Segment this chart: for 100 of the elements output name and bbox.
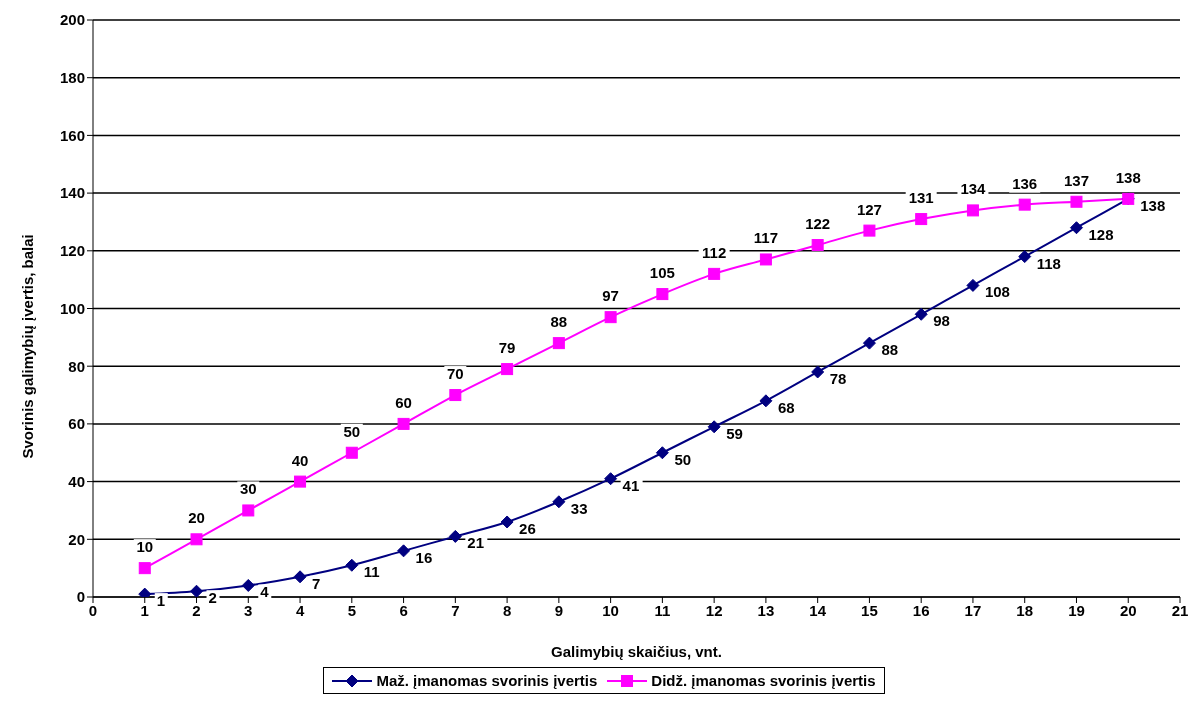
data-label: 128 — [1088, 225, 1114, 243]
point — [759, 253, 772, 266]
y-tick-label: 140 — [59, 184, 85, 202]
data-label: 16 — [415, 548, 433, 566]
x-tick-label: 19 — [1068, 601, 1085, 619]
point — [604, 311, 617, 324]
point — [294, 475, 307, 488]
data-label: 11 — [363, 563, 380, 581]
data-label: 105 — [649, 264, 675, 282]
point — [345, 446, 358, 459]
x-axis-title: Galimybių skaičius, vnt. — [551, 643, 722, 660]
x-tick-label: 13 — [757, 601, 775, 619]
point — [190, 584, 204, 597]
data-label: 78 — [829, 369, 847, 387]
point — [708, 267, 721, 280]
data-label: 131 — [908, 189, 934, 207]
point — [241, 578, 255, 592]
y-tick-label: 180 — [59, 69, 85, 87]
data-label: 137 — [1063, 171, 1089, 189]
data-label: 30 — [239, 480, 257, 498]
x-tick-label: 11 — [654, 601, 671, 619]
x-tick-label: 5 — [347, 601, 356, 619]
x-tick-label: 14 — [809, 601, 827, 619]
legend-label: Didž. įmanomas svorinis įvertis — [651, 672, 876, 689]
point — [656, 288, 669, 301]
point — [759, 394, 773, 408]
point — [1018, 250, 1032, 264]
data-label: 88 — [881, 341, 899, 359]
point — [449, 389, 462, 402]
point — [397, 417, 410, 430]
x-tick-label: 12 — [705, 601, 723, 619]
x-tick-label: 18 — [1016, 601, 1034, 619]
point — [1069, 221, 1083, 235]
point — [914, 307, 928, 321]
legend-label: Maž. įmanomas svorinis įvertis — [376, 672, 598, 689]
x-tick-label: 6 — [399, 601, 408, 619]
data-label: 68 — [777, 398, 795, 416]
data-label: 41 — [622, 476, 640, 494]
x-tick-label: 17 — [964, 601, 982, 619]
x-tick-label: 4 — [295, 601, 305, 619]
point — [190, 533, 203, 546]
x-tick-label: 8 — [502, 601, 512, 619]
point — [345, 558, 359, 572]
point — [604, 472, 618, 486]
data-label: 122 — [805, 215, 831, 233]
y-tick-label: 160 — [59, 126, 85, 144]
point — [501, 363, 514, 376]
y-tick-label: 80 — [68, 357, 85, 375]
y-tick-label: 60 — [68, 415, 85, 433]
data-label: 88 — [550, 313, 568, 331]
x-tick-label: 10 — [602, 601, 619, 619]
y-tick-label: 200 — [59, 11, 85, 29]
x-tick-label: 20 — [1119, 601, 1137, 619]
data-label: 7 — [312, 574, 321, 592]
y-tick-label: 0 — [76, 588, 85, 606]
point — [293, 570, 307, 584]
data-label: 26 — [519, 519, 536, 537]
point — [915, 213, 928, 226]
data-label: 60 — [395, 393, 412, 411]
y-tick-label: 120 — [59, 242, 85, 260]
point — [448, 529, 462, 543]
data-label: 40 — [291, 451, 309, 469]
point — [811, 239, 824, 252]
data-label: 33 — [570, 499, 588, 517]
data-label: 70 — [446, 365, 464, 383]
point — [138, 562, 151, 575]
point — [862, 336, 876, 350]
x-tick-label: 0 — [88, 601, 98, 619]
data-label: 97 — [602, 287, 619, 305]
y-tick-label: 100 — [59, 299, 85, 317]
point — [966, 278, 980, 292]
data-label: 118 — [1036, 254, 1061, 272]
data-label: 79 — [498, 339, 516, 357]
y-tick-label: 20 — [68, 530, 85, 548]
data-label: 138 — [1115, 168, 1141, 186]
x-tick-label: 1 — [140, 601, 149, 619]
x-tick-label: 9 — [554, 601, 564, 619]
data-label: 108 — [984, 283, 1010, 301]
data-label: 21 — [467, 534, 485, 552]
data-label: 2 — [208, 589, 217, 607]
data-label: 134 — [960, 180, 987, 198]
point — [500, 515, 514, 529]
x-tick-label: 3 — [244, 601, 253, 619]
point — [552, 495, 566, 509]
point — [1070, 195, 1083, 208]
x-tick-label: 2 — [192, 601, 201, 619]
data-label: 20 — [188, 509, 205, 527]
data-label: 4 — [260, 583, 270, 601]
data-label: 98 — [933, 312, 950, 330]
point — [655, 446, 669, 460]
x-tick-label: 21 — [1171, 601, 1189, 619]
point — [863, 224, 876, 237]
data-label: 59 — [726, 424, 743, 442]
point — [397, 544, 411, 558]
y-tick-label: 40 — [68, 472, 85, 490]
data-label: 50 — [343, 422, 361, 440]
data-label: 127 — [856, 200, 882, 218]
y-axis-title: Svorinis galimybių įvertis, balai — [19, 234, 37, 459]
x-tick-label: 15 — [861, 601, 878, 619]
point — [966, 204, 979, 217]
